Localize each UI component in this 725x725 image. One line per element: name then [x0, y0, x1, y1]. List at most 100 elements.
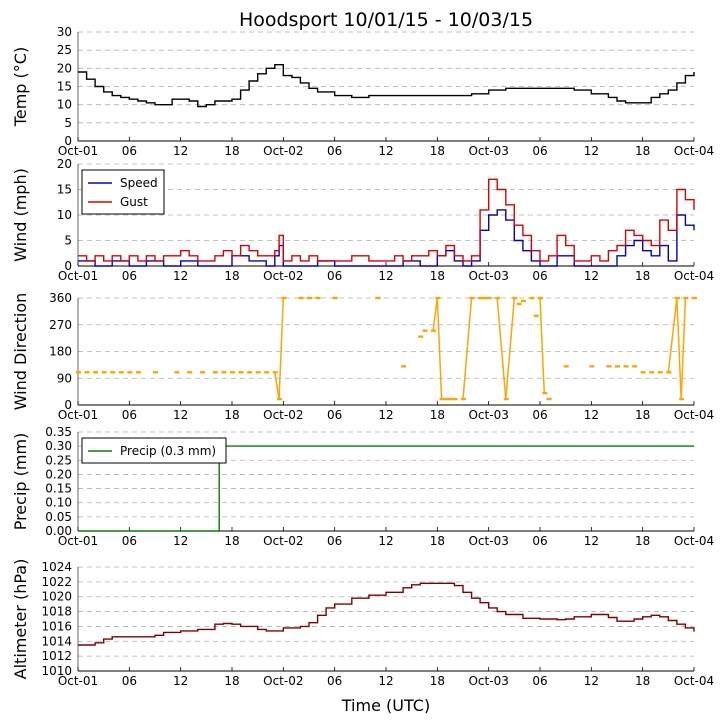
- x-axis-label: Time (UTC): [341, 696, 430, 715]
- temp-xtick-label: 12: [584, 144, 599, 158]
- direction-point: [187, 371, 193, 374]
- precip-xtick-label: 06: [122, 534, 137, 548]
- temp-ytick-label: 15: [57, 80, 72, 94]
- altimeter-xtick-label: Oct-01: [58, 674, 98, 688]
- direction-point: [443, 397, 449, 401]
- direction-point: [640, 371, 646, 374]
- temp-ytick-label: 10: [57, 98, 72, 112]
- wind-xtick-label: 06: [327, 269, 342, 283]
- precip-ytick-label: 0.00: [45, 524, 72, 538]
- direction-point: [418, 335, 424, 338]
- direction-point: [307, 296, 312, 300]
- direction-point: [482, 296, 488, 300]
- precip-ytick-label: 0.35: [45, 425, 72, 439]
- direction-point: [153, 371, 158, 374]
- wind-ytick-label: 20: [57, 157, 72, 171]
- wind-series-gust: [78, 178, 695, 262]
- wind-xtick-label: 18: [430, 269, 445, 283]
- direction-point: [247, 371, 253, 374]
- direction-ylabel: Wind Direction: [11, 293, 30, 411]
- direction-point: [452, 397, 458, 401]
- altimeter-ytick-label: 1020: [41, 590, 72, 604]
- altimeter-series-altimeter: [78, 582, 695, 646]
- direction-xtick-label: 18: [430, 408, 445, 422]
- direction-point: [486, 296, 492, 300]
- precip-ytick-label: 0.15: [45, 482, 72, 496]
- precip-xtick-label: 12: [173, 534, 188, 548]
- direction-point: [512, 296, 518, 300]
- wind-ytick-label: 5: [64, 234, 72, 248]
- precip-xtick-label: Oct-01: [58, 534, 98, 548]
- direction-xtick-label: 06: [532, 408, 547, 422]
- wind-xtick-label: Oct-03: [468, 269, 508, 283]
- wind-xtick-label: 12: [584, 269, 599, 283]
- altimeter-xtick-label: Oct-03: [468, 674, 508, 688]
- direction-point: [281, 296, 287, 300]
- direction-point: [516, 302, 522, 306]
- direction-point: [606, 365, 612, 368]
- direction-point: [315, 296, 321, 300]
- altimeter-ytick-label: 1010: [41, 664, 72, 678]
- altimeter-xtick-label: 18: [635, 674, 650, 688]
- direction-jump-line: [539, 297, 546, 394]
- direction-point: [76, 371, 81, 374]
- direction-jump-line: [278, 297, 285, 400]
- direction-point: [529, 296, 535, 300]
- precip-xtick-label: 18: [224, 534, 239, 548]
- wind-xtick-label: 06: [532, 269, 547, 283]
- wind-xtick-label: 18: [224, 269, 239, 283]
- precip-ytick-label: 0.25: [45, 453, 72, 467]
- direction-xtick-label: 06: [327, 408, 342, 422]
- wind-series-speed: [78, 209, 695, 267]
- direction-jump-line: [496, 297, 507, 400]
- temp-ytick-label: 20: [57, 61, 72, 75]
- altimeter-ytick-label: 1022: [41, 575, 72, 589]
- direction-ytick-label: 180: [49, 345, 72, 359]
- temp-panel: 0 5 10 15 20 25 30 Oct-01 06 12 18 Oct-02 06 12 18 Oct-…: [11, 25, 714, 158]
- wind-xtick-label: 12: [378, 269, 393, 283]
- altimeter-ytick-label: 1014: [41, 634, 72, 648]
- precip-ytick-label: 0.05: [45, 510, 72, 524]
- direction-jump-line: [676, 297, 682, 400]
- temp-ylabel: Temp (°C): [11, 47, 30, 127]
- precip-xtick-label: 12: [584, 534, 599, 548]
- direction-point: [520, 299, 526, 303]
- direction-point: [110, 371, 116, 374]
- wind-xtick-label: 12: [173, 269, 188, 283]
- direction-point: [657, 371, 663, 374]
- temp-ytick-label: 30: [57, 25, 72, 39]
- direction-point: [683, 296, 689, 300]
- direction-point: [439, 397, 445, 401]
- temp-xtick-label: 06: [532, 144, 547, 158]
- precip-xtick-label: Oct-02: [263, 534, 303, 548]
- direction-point: [469, 296, 475, 300]
- direction-jump-line: [432, 297, 439, 331]
- wind-legend-entry: Gust: [120, 195, 148, 209]
- altimeter-xtick-label: 06: [532, 674, 547, 688]
- panels: 0 5 10 15 20 25 30 Oct-01 06 12 18 Oct-02 06 12 18 Oct-…: [11, 25, 714, 688]
- temp-series-temperature: [78, 64, 695, 108]
- direction-point: [375, 296, 381, 300]
- altimeter-xtick-label: 12: [378, 674, 393, 688]
- direction-xtick-label: 18: [635, 408, 650, 422]
- direction-point: [533, 314, 539, 318]
- direction-point: [200, 371, 206, 374]
- direction-point: [546, 397, 552, 401]
- direction-ytick-label: 360: [49, 291, 72, 305]
- precip-xtick-label: 12: [378, 534, 393, 548]
- direction-point: [174, 371, 180, 374]
- altimeter-xtick-label: 12: [173, 674, 188, 688]
- altimeter-ytick-label: 1018: [41, 605, 72, 619]
- temp-xtick-label: Oct-02: [263, 144, 303, 158]
- wind-xtick-label: Oct-04: [674, 269, 714, 283]
- direction-xtick-label: 06: [122, 408, 137, 422]
- altimeter-ytick-label: 1012: [41, 649, 72, 663]
- direction-point: [422, 329, 428, 332]
- direction-point: [84, 371, 90, 374]
- direction-xtick-label: Oct-02: [263, 408, 303, 422]
- direction-point: [401, 365, 407, 368]
- precip-xtick-label: 18: [635, 534, 650, 548]
- wind-panel: 0 5 10 15 20 Oct-01 06 12 18 Oct-02 06 12 18 Oct-03 06…: [11, 157, 714, 283]
- wind-ytick-label: 15: [57, 183, 72, 197]
